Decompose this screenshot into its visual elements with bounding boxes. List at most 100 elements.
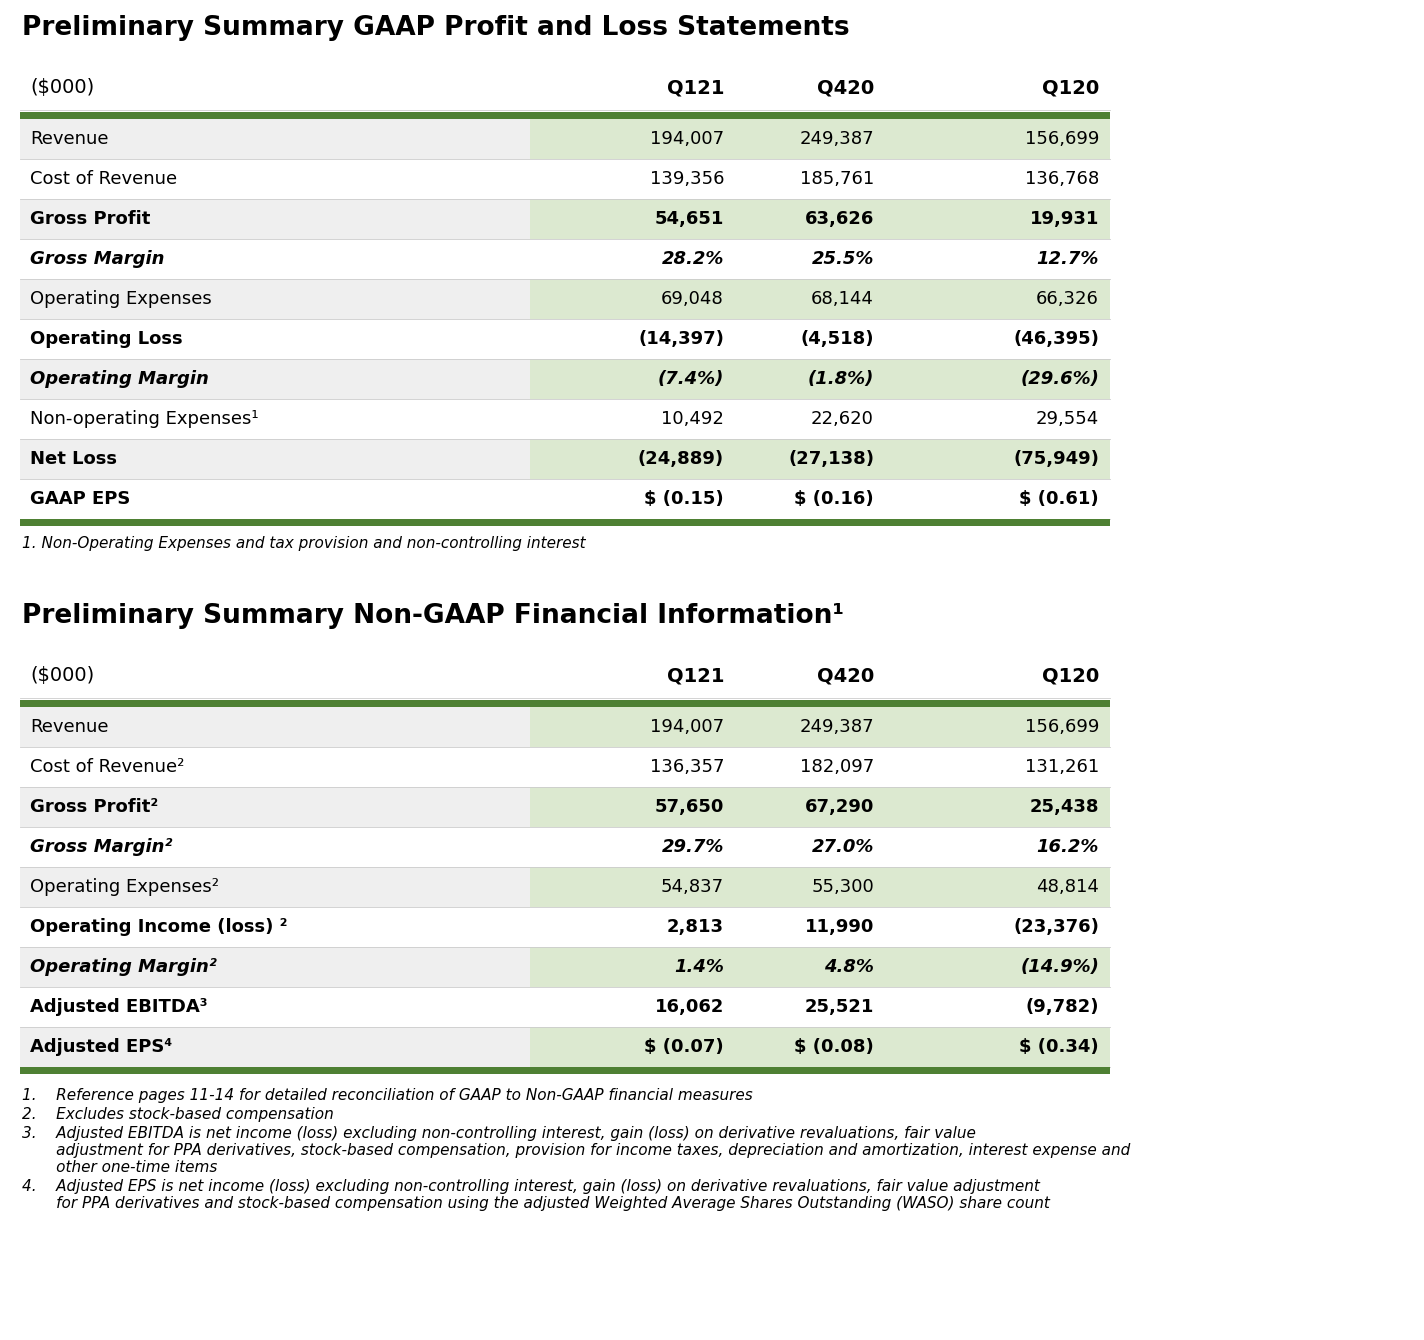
- Text: (24,889): (24,889): [638, 450, 723, 468]
- Bar: [20, 867, 1109, 907]
- Bar: [20, 119, 530, 159]
- Bar: [20, 827, 1109, 867]
- Bar: [20, 113, 1109, 119]
- Text: Gross Profit²: Gross Profit²: [30, 799, 158, 816]
- Bar: [20, 653, 1109, 698]
- Bar: [20, 519, 1109, 527]
- Text: 54,837: 54,837: [661, 878, 723, 896]
- Bar: [20, 1026, 1109, 1067]
- Text: 185,761: 185,761: [800, 170, 874, 188]
- Bar: [20, 159, 530, 200]
- Bar: [20, 708, 530, 746]
- Text: Gross Margin²: Gross Margin²: [30, 838, 172, 856]
- Text: 4.8%: 4.8%: [824, 958, 874, 976]
- Bar: [20, 1067, 1109, 1073]
- Text: $ (0.15): $ (0.15): [645, 490, 723, 508]
- Bar: [20, 319, 1109, 359]
- Bar: [20, 279, 1109, 319]
- Bar: [20, 746, 1109, 787]
- Text: 54,651: 54,651: [655, 210, 723, 228]
- Text: 3.    Adjusted EBITDA is net income (loss) excluding non-controlling interest, g: 3. Adjusted EBITDA is net income (loss) …: [21, 1126, 975, 1140]
- Text: Q420: Q420: [817, 666, 874, 685]
- Text: $ (0.07): $ (0.07): [645, 1038, 723, 1056]
- Text: Adjusted EPS⁴: Adjusted EPS⁴: [30, 1038, 172, 1056]
- Text: Operating Expenses: Operating Expenses: [30, 289, 212, 308]
- Bar: [20, 239, 1109, 279]
- Bar: [20, 1026, 530, 1067]
- Bar: [20, 200, 1109, 239]
- Bar: [20, 399, 530, 440]
- Text: Operating Income (loss) ²: Operating Income (loss) ²: [30, 918, 288, 937]
- Text: 28.2%: 28.2%: [662, 251, 723, 268]
- Text: GAAP EPS: GAAP EPS: [30, 490, 131, 508]
- Bar: [20, 708, 1109, 746]
- Bar: [20, 867, 530, 907]
- Text: ($000): ($000): [30, 666, 94, 685]
- Text: 63,626: 63,626: [805, 210, 874, 228]
- Text: (14.9%): (14.9%): [1020, 958, 1099, 976]
- Text: 156,699: 156,699: [1025, 130, 1099, 147]
- Text: Preliminary Summary GAAP Profit and Loss Statements: Preliminary Summary GAAP Profit and Loss…: [21, 15, 850, 42]
- Text: 16,062: 16,062: [655, 998, 723, 1016]
- Text: Gross Margin: Gross Margin: [30, 251, 165, 268]
- Text: 48,814: 48,814: [1037, 878, 1099, 896]
- Text: 67,290: 67,290: [805, 799, 874, 816]
- Bar: [20, 359, 530, 399]
- Text: $ (0.16): $ (0.16): [795, 490, 874, 508]
- Bar: [20, 119, 1109, 159]
- Bar: [20, 319, 530, 359]
- Text: 55,300: 55,300: [812, 878, 874, 896]
- Bar: [20, 787, 1109, 827]
- Text: 136,357: 136,357: [649, 758, 723, 776]
- Bar: [20, 746, 530, 787]
- Bar: [20, 947, 530, 988]
- Text: 68,144: 68,144: [812, 289, 874, 308]
- Text: 25,438: 25,438: [1030, 799, 1099, 816]
- Text: Non-operating Expenses¹: Non-operating Expenses¹: [30, 410, 259, 427]
- Bar: [20, 359, 1109, 399]
- Bar: [20, 159, 1109, 200]
- Bar: [20, 827, 530, 867]
- Text: Q121: Q121: [666, 666, 723, 685]
- Bar: [20, 907, 1109, 947]
- Text: other one-time items: other one-time items: [21, 1160, 218, 1175]
- Text: 194,007: 194,007: [649, 718, 723, 736]
- Text: 29.7%: 29.7%: [662, 838, 723, 856]
- Text: 22,620: 22,620: [812, 410, 874, 427]
- Text: (27,138): (27,138): [787, 450, 874, 468]
- Text: Net Loss: Net Loss: [30, 450, 117, 468]
- Text: (1.8%): (1.8%): [807, 370, 874, 389]
- Text: (7.4%): (7.4%): [658, 370, 723, 389]
- Text: 2,813: 2,813: [666, 918, 723, 937]
- Text: ($000): ($000): [30, 78, 94, 96]
- Text: (46,395): (46,395): [1012, 330, 1099, 348]
- Text: 16.2%: 16.2%: [1037, 838, 1099, 856]
- Bar: [20, 200, 530, 239]
- Text: Operating Margin: Operating Margin: [30, 370, 209, 389]
- Bar: [20, 988, 1109, 1026]
- Text: 69,048: 69,048: [661, 289, 723, 308]
- Text: 11,990: 11,990: [805, 918, 874, 937]
- Text: for PPA derivatives and stock-based compensation using the adjusted Weighted Ave: for PPA derivatives and stock-based comp…: [21, 1197, 1049, 1211]
- Text: 66,326: 66,326: [1037, 289, 1099, 308]
- Bar: [20, 988, 530, 1026]
- Bar: [20, 947, 1109, 988]
- Text: 249,387: 249,387: [799, 718, 874, 736]
- Bar: [20, 399, 1109, 440]
- Text: Q420: Q420: [817, 78, 874, 96]
- Text: 136,768: 136,768: [1025, 170, 1099, 188]
- Text: 182,097: 182,097: [800, 758, 874, 776]
- Bar: [20, 66, 1109, 110]
- Text: adjustment for PPA derivatives, stock-based compensation, provision for income t: adjustment for PPA derivatives, stock-ba…: [21, 1143, 1131, 1158]
- Text: Cost of Revenue²: Cost of Revenue²: [30, 758, 184, 776]
- Text: (14,397): (14,397): [638, 330, 723, 348]
- Bar: [20, 699, 1109, 708]
- Bar: [20, 440, 1109, 478]
- Text: $ (0.08): $ (0.08): [795, 1038, 874, 1056]
- Text: 19,931: 19,931: [1030, 210, 1099, 228]
- Text: Adjusted EBITDA³: Adjusted EBITDA³: [30, 998, 208, 1016]
- Text: 4.    Adjusted EPS is net income (loss) excluding non-controlling interest, gain: 4. Adjusted EPS is net income (loss) exc…: [21, 1179, 1040, 1194]
- Text: 249,387: 249,387: [799, 130, 874, 147]
- Text: (29.6%): (29.6%): [1020, 370, 1099, 389]
- Text: (23,376): (23,376): [1012, 918, 1099, 937]
